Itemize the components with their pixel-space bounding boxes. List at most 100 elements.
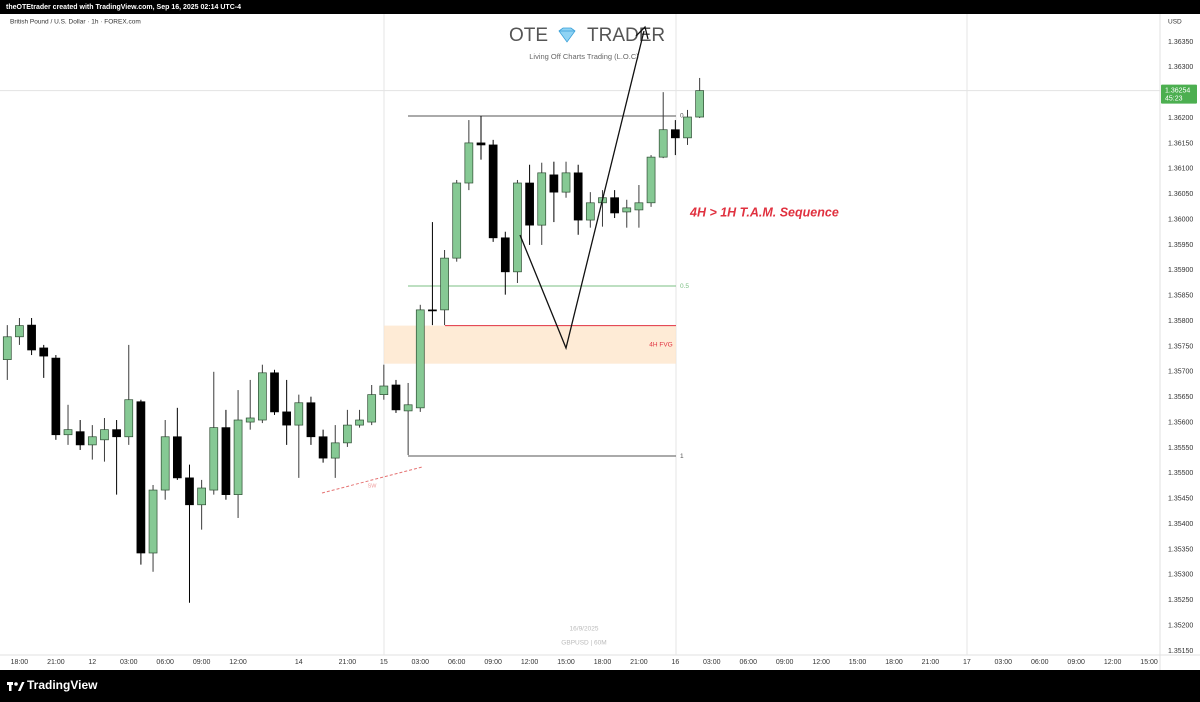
y-tick-label: 1.35900 (1168, 267, 1193, 274)
x-tick-label: 03:00 (703, 659, 721, 666)
x-tick-label: 03:00 (995, 659, 1013, 666)
candle-body (537, 172, 547, 226)
y-tick-label: 1.35500 (1168, 470, 1193, 477)
fib-label: 0 (680, 113, 684, 120)
y-tick-label: 1.35750 (1168, 343, 1193, 350)
candles (2, 77, 704, 603)
candle-body (172, 436, 182, 479)
candle-body (112, 429, 121, 438)
sequence-label: 4H > 1H T.A.M. Sequence (689, 205, 839, 219)
candle-body (428, 309, 437, 312)
x-tick-label: 09:00 (776, 659, 794, 666)
brand-tagline: Living Off Charts Trading (L.O.C) (529, 52, 639, 61)
x-tick-label: 21:00 (922, 659, 940, 666)
candle-body (148, 489, 158, 554)
y-tick-label: 1.35850 (1168, 293, 1193, 300)
candle-body (75, 431, 85, 446)
watermark-symbol: GBPUSD | 60M (561, 640, 606, 647)
x-tick-label: 06:00 (448, 659, 466, 666)
y-tick-label: 1.35200 (1168, 622, 1193, 629)
candle-body (549, 174, 559, 193)
y-tick-label: 1.35450 (1168, 496, 1193, 503)
y-tick-label: 1.35400 (1168, 521, 1193, 528)
candle-body (671, 129, 680, 139)
x-tick-label: 06:00 (1031, 659, 1049, 666)
x-tick-label: 06:00 (739, 659, 757, 666)
last-price-label: 1.36254 (1165, 87, 1190, 94)
currency: USD (1168, 19, 1182, 26)
footer-logo (7, 682, 25, 691)
sw-label: SW (368, 483, 378, 489)
x-tick-label: 21:00 (339, 659, 357, 666)
x-tick-label: 15:00 (1140, 659, 1158, 666)
y-tick-label: 1.35950 (1168, 242, 1193, 249)
y-tick-label: 1.36150 (1168, 140, 1193, 147)
candle-body (367, 394, 377, 423)
x-tick-label: 15 (380, 659, 388, 666)
x-tick-label: 15:00 (849, 659, 867, 666)
candle-body (585, 202, 595, 221)
fvg-label: 4H FVG (649, 341, 672, 348)
x-tick-label: 14 (295, 659, 303, 666)
candle-body (306, 402, 316, 438)
candle-body (318, 436, 328, 459)
candle-body (294, 402, 304, 426)
candle-body (415, 309, 425, 409)
candle-body (282, 411, 292, 426)
y-tick-label: 1.35650 (1168, 394, 1193, 401)
candle-body (695, 90, 704, 118)
candle-body (573, 172, 583, 221)
x-tick-label: 16 (671, 659, 679, 666)
candle-body (561, 172, 571, 193)
candle-body (634, 202, 644, 211)
candle-body (476, 142, 486, 146)
y-tick-label: 1.36300 (1168, 64, 1193, 71)
y-tick-label: 1.36100 (1168, 166, 1193, 173)
y-tick-label: 1.35300 (1168, 572, 1193, 579)
brand-right: TRADER (587, 25, 665, 46)
y-tick-label: 1.36350 (1168, 39, 1193, 46)
overlay: 4H FVG 0 0.5 1 (0, 90, 1160, 460)
x-tick-label: 17 (963, 659, 971, 666)
candle-body (646, 156, 656, 204)
fib-label: 0.5 (680, 283, 689, 290)
symbol-title: British Pound / U.S. Dollar · 1h · FOREX… (10, 19, 141, 26)
candle-body (658, 129, 668, 158)
x-tick-label: 21:00 (47, 659, 65, 666)
candle-body (15, 325, 24, 338)
x-tick-label: 15:00 (557, 659, 575, 666)
y-tick-label: 1.35550 (1168, 445, 1193, 452)
candle-body (258, 372, 267, 421)
candle-body (355, 419, 364, 426)
x-tick-label: 18:00 (594, 659, 612, 666)
arrow-drawing (519, 25, 649, 351)
candle-body (233, 419, 243, 495)
candle-body (330, 442, 340, 459)
countdown-label: 45:23 (1165, 95, 1183, 102)
candle-body (2, 336, 12, 360)
y-tick-label: 1.35150 (1168, 648, 1193, 655)
candle-body (464, 142, 474, 184)
candle-body (197, 487, 206, 506)
brand-left: OTE (509, 25, 548, 46)
candle-body (39, 347, 49, 357)
y-tick-label: 1.36200 (1168, 115, 1193, 122)
candle-body (270, 372, 279, 413)
candle-body (403, 404, 413, 412)
header-text: theOTEtrader created with TradingView.co… (6, 4, 241, 11)
x-tick-label: 03:00 (412, 659, 430, 666)
x-tick-label: 09:00 (193, 659, 211, 666)
fvg-zone (384, 325, 676, 364)
candle-body (100, 429, 109, 441)
x-tick-label: 12:00 (812, 659, 830, 666)
candle-body (185, 477, 194, 506)
x-tick-label: 03:00 (120, 659, 138, 666)
candle-body (610, 197, 619, 214)
x-tick-label: 18:00 (885, 659, 903, 666)
candle-body (160, 436, 170, 491)
candle-body (87, 436, 97, 446)
candle-body (343, 424, 352, 444)
x-tick-label: 12:00 (521, 659, 539, 666)
